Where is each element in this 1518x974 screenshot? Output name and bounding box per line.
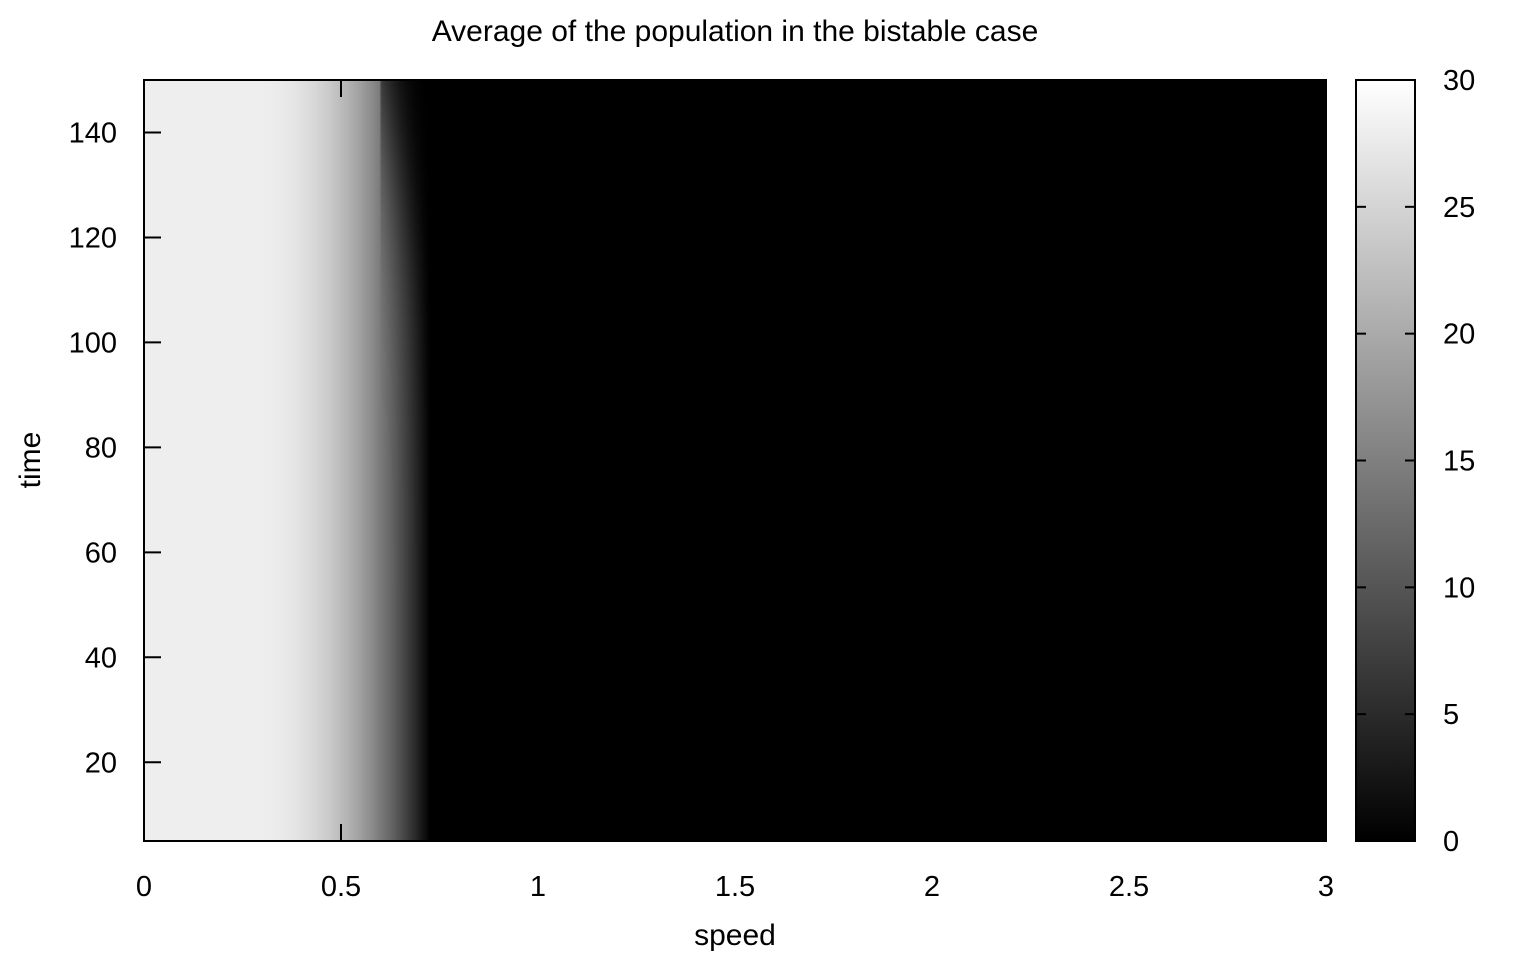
- x-tick-label: 2.5: [1109, 871, 1149, 903]
- y-tick-label: 20: [85, 747, 117, 779]
- y-tick-label: 140: [69, 117, 117, 149]
- colorbar-tick-label: 30: [1443, 65, 1475, 97]
- colorbar-tick-label: 10: [1443, 572, 1475, 604]
- colorbar-tick-label: 5: [1443, 699, 1459, 731]
- x-tick-label: 3: [1318, 871, 1334, 903]
- colorbar-tick-label: 0: [1443, 826, 1459, 858]
- x-axis-ticks: 0 0.5 1 1.5 2 2.5 3: [136, 80, 1334, 903]
- x-tick-label: 1.5: [715, 871, 755, 903]
- x-tick-label: 2: [924, 871, 940, 903]
- colorbar-tick-label: 15: [1443, 446, 1475, 478]
- colorbar-tick-label: 20: [1443, 319, 1475, 351]
- y-axis-ticks: 20 40 60 80 100 120 140: [69, 117, 1326, 779]
- y-tick-label: 60: [85, 537, 117, 569]
- colorbar-frame: [1355, 79, 1416, 842]
- y-tick-label: 40: [85, 642, 117, 674]
- y-tick-label: 80: [85, 432, 117, 464]
- x-tick-label: 0.5: [321, 871, 361, 903]
- x-tick-label: 1: [530, 871, 546, 903]
- colorbar-tick-label: 25: [1443, 192, 1475, 224]
- colorbar-ticks: 0 5 10 15 20 25 30: [1356, 65, 1475, 858]
- y-tick-label: 120: [69, 222, 117, 254]
- chart-title: Average of the population in the bistabl…: [432, 15, 1039, 48]
- x-tick-label: 0: [136, 871, 152, 903]
- y-tick-label: 100: [69, 327, 117, 359]
- y-axis-label: time: [14, 432, 47, 489]
- x-axis-label: speed: [694, 919, 776, 952]
- colorbar: 0 5 10 15 20 25 30: [1355, 65, 1475, 858]
- heatmap-plot-area: [143, 79, 1327, 842]
- heatmap-image: [144, 80, 1326, 841]
